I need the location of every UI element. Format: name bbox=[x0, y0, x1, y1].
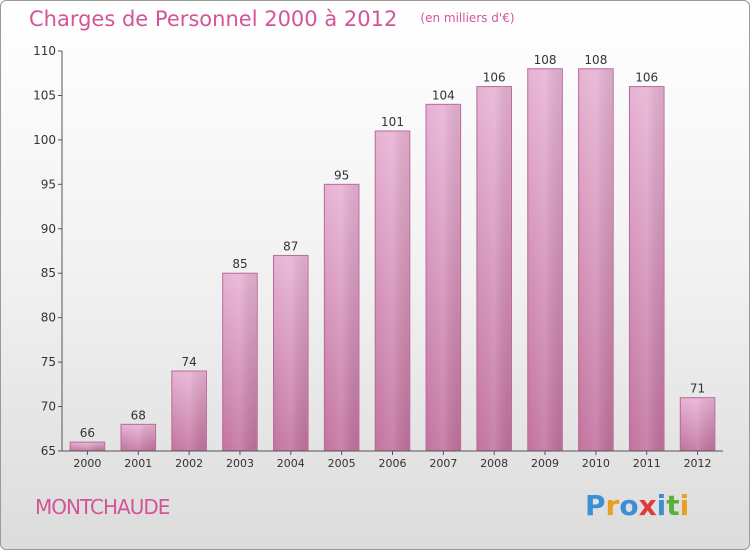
data-label-2007: 104 bbox=[432, 88, 455, 102]
proxiti-logo[interactable]: Proxiti bbox=[585, 489, 689, 522]
x-tick-label-2003: 2003 bbox=[226, 457, 254, 470]
bar-shine-2012 bbox=[681, 398, 714, 450]
bars-group: 66 68 74 85 87 95 101 104 106 108 108 106 71 bbox=[69, 53, 716, 452]
bar-shine-2000 bbox=[71, 443, 104, 450]
data-label-2005: 95 bbox=[334, 168, 349, 182]
town-name: MONTCHAUDE bbox=[35, 495, 170, 519]
y-tick-label-65: 65 bbox=[41, 444, 56, 458]
x-tick-label-2012: 2012 bbox=[684, 457, 712, 470]
data-label-2010: 108 bbox=[584, 53, 607, 67]
x-tick-label-2001: 2001 bbox=[124, 457, 152, 470]
x-tick-label-2010: 2010 bbox=[582, 457, 610, 470]
chart-subtitle: (en milliers d'€) bbox=[420, 11, 515, 25]
chart-title: Charges de Personnel 2000 à 2012 bbox=[29, 7, 398, 31]
y-tick-label-95: 95 bbox=[41, 177, 56, 191]
data-label-2001: 68 bbox=[131, 408, 146, 422]
logo-letter-1: r bbox=[605, 489, 620, 522]
bar-shine-2009 bbox=[528, 69, 562, 451]
data-label-2009: 108 bbox=[534, 53, 557, 67]
x-tick-label-2007: 2007 bbox=[429, 457, 457, 470]
bar-shine-2007 bbox=[427, 105, 460, 450]
y-tick-label-80: 80 bbox=[41, 311, 56, 325]
x-tick-label-2011: 2011 bbox=[633, 457, 661, 470]
x-tick-label-2008: 2008 bbox=[480, 457, 508, 470]
axes-group: 2000 2001 2002 2003 2004 2005 2006 2007 2008 2009… bbox=[33, 44, 723, 470]
bar-shine-2010 bbox=[579, 69, 613, 451]
logo-letter-4: i bbox=[656, 489, 667, 522]
data-label-2003: 85 bbox=[232, 257, 247, 271]
data-label-2004: 87 bbox=[283, 239, 298, 253]
title-row: Charges de Personnel 2000 à 2012 (en mil… bbox=[29, 7, 515, 31]
bar-shine-2008 bbox=[477, 87, 511, 451]
data-label-2011: 106 bbox=[635, 71, 658, 85]
bar-shine-2003 bbox=[223, 274, 257, 450]
y-tick-label-100: 100 bbox=[33, 133, 56, 147]
bar-shine-2001 bbox=[121, 425, 155, 450]
logo-letter-3: x bbox=[638, 489, 657, 522]
logo-letter-2: o bbox=[619, 489, 639, 522]
y-tick-label-90: 90 bbox=[41, 222, 56, 236]
data-label-2012: 71 bbox=[690, 382, 705, 396]
data-label-2000: 66 bbox=[80, 426, 95, 440]
y-tick-label-105: 105 bbox=[33, 88, 56, 102]
y-tick-label-75: 75 bbox=[41, 355, 56, 369]
logo-letter-5: t bbox=[666, 489, 680, 522]
data-label-2006: 101 bbox=[381, 115, 404, 129]
x-tick-label-2009: 2009 bbox=[531, 457, 559, 470]
x-tick-label-2006: 2006 bbox=[379, 457, 407, 470]
x-tick-label-2005: 2005 bbox=[328, 457, 356, 470]
x-tick-label-2004: 2004 bbox=[277, 457, 305, 470]
data-label-2008: 106 bbox=[483, 71, 506, 85]
y-tick-label-85: 85 bbox=[41, 266, 56, 280]
bar-shine-2002 bbox=[172, 372, 206, 450]
bar-shine-2006 bbox=[376, 132, 409, 450]
bar-shine-2011 bbox=[630, 87, 664, 451]
logo-letter-0: P bbox=[585, 489, 606, 522]
y-tick-label-70: 70 bbox=[41, 400, 56, 414]
bar-shine-2005 bbox=[325, 185, 358, 451]
y-tick-label-110: 110 bbox=[33, 44, 56, 58]
x-tick-label-2000: 2000 bbox=[73, 457, 101, 470]
data-label-2002: 74 bbox=[181, 355, 196, 369]
x-tick-label-2002: 2002 bbox=[175, 457, 203, 470]
bar-shine-2004 bbox=[274, 256, 308, 450]
logo-letter-6: i bbox=[679, 489, 690, 522]
